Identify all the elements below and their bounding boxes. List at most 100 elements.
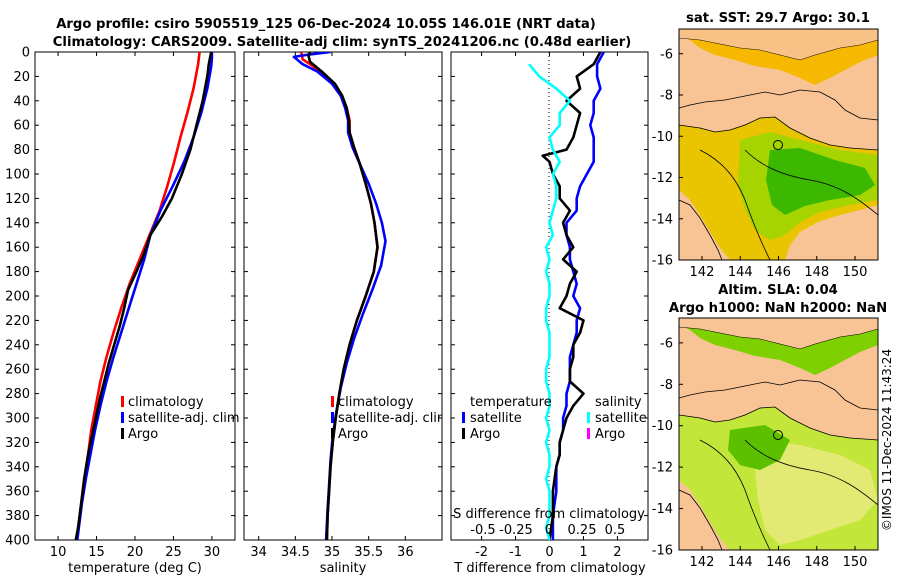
legend-label-satellite: satellite-adj. clim (128, 411, 240, 426)
temperature-axes-box (34, 51, 236, 541)
sst-land-png (679, 89, 878, 151)
figure-title-line1: Argo profile: csiro 5905519_125 06-Dec-2… (56, 17, 596, 32)
depth-tick-label: 280 (5, 387, 30, 402)
legend-title-temperature: temperature (470, 395, 552, 410)
map-x-tick-label: 148 (804, 555, 829, 570)
sst-shelf-contour-2 (699, 149, 771, 260)
map-y-tick-label: -16 (652, 544, 673, 559)
sst-map-axes: 142 144 146 148 150 -6 -8 -10 -12 -14 -16 (652, 47, 868, 280)
temperature-x-label: temperature (deg C) (68, 561, 202, 576)
depth-tick-label: 160 (5, 241, 30, 256)
salinity-x-axis: 34 34.5 35 35.5 36 (250, 52, 414, 560)
legend-swatch-argo (121, 428, 124, 439)
legend-label-climatology: climatology (338, 395, 414, 410)
legend-swatch-climatology (121, 396, 124, 407)
temperature-x-axis: 10 15 20 25 30 (50, 52, 220, 560)
map-y-tick-label: -10 (652, 130, 673, 145)
difference-legend: temperature satellite Argo salinity sate… (462, 395, 647, 442)
sst-map-title: sat. SST: 29.7 Argo: 30.1 (686, 11, 870, 26)
depth-tick-label: 80 (13, 143, 30, 158)
x-tick-label: 36 (397, 545, 414, 560)
s-tick: 0 (545, 523, 553, 538)
depth-tick-label: 240 (5, 338, 30, 353)
map-y-tick-label: -6 (660, 336, 673, 351)
x-tick-label: 34 (250, 545, 267, 560)
figure-title-line2: Climatology: CARS2009. Satellite-adj cli… (53, 35, 631, 50)
s-tick: -0.5 (470, 523, 495, 538)
x-tick-label: 25 (165, 545, 182, 560)
legend-label-climatology: climatology (128, 395, 204, 410)
map-y-tick-label: -8 (660, 89, 673, 104)
sst-argo-marker (773, 140, 783, 150)
x-tick-label: 15 (88, 545, 105, 560)
sst-map-image (679, 29, 878, 260)
sla-shelf-contour (744, 439, 878, 506)
salinity-legend: climatology satellite-adj. clim Argo (331, 395, 450, 442)
series-line-satellite-adj-clim (76, 52, 214, 540)
depth-tick-label: 340 (5, 460, 30, 475)
x-tick-label: 30 (204, 545, 221, 560)
depth-tick-label: 220 (5, 314, 30, 329)
sla-high-patch (755, 440, 878, 545)
map-x-tick-label: 142 (690, 555, 715, 570)
s-difference-ticks: -0.5 -0.25 0 0.25 0.5 (470, 523, 625, 538)
depth-tick-label: 180 (5, 265, 30, 280)
map-x-tick-label: 144 (728, 555, 753, 570)
depth-tick-label: 20 (13, 70, 30, 85)
difference-x-label: T difference from climatology (453, 561, 646, 576)
s-tick: -0.25 (499, 523, 533, 538)
sla-land-cape-york (679, 489, 723, 550)
depth-tick-label: 300 (5, 412, 30, 427)
depth-tick-label: 320 (5, 436, 30, 451)
map-y-tick-label: -12 (652, 171, 673, 186)
map-y-tick-label: -16 (652, 254, 673, 269)
series-line-argo (74, 52, 213, 540)
sst-warmest-patch (766, 148, 875, 215)
map-y-tick-label: -14 (652, 212, 673, 227)
sla-map-title: Altim. SLA: 0.04 (718, 283, 838, 298)
difference-x-axis: -2 -1 0 1 2 (475, 52, 622, 560)
map-x-tick-label: 150 (843, 265, 868, 280)
sla-land-north (679, 318, 878, 350)
series-line-t-argo (541, 52, 602, 540)
temperature-legend: climatology satellite-adj. clim Argo (121, 395, 240, 442)
sla-low-patch (728, 425, 790, 470)
x-tick-label: 1 (579, 545, 587, 560)
legend-swatch-s-argo (587, 428, 590, 439)
series-line-satellite-adj-clim (292, 52, 387, 540)
sst-shelf-contour (744, 149, 878, 216)
legend-swatch-satellite (121, 412, 124, 423)
map-x-tick-label: 146 (766, 555, 791, 570)
depth-tick-label: 140 (5, 216, 30, 231)
series-line-s-satellite (528, 63, 572, 540)
legend-swatch-satellite (331, 412, 334, 423)
sla-map-subtitle: Argo h1000: NaN h2000: NaN (669, 301, 887, 316)
depth-axis: 0 20 40 60 80 100 120 140 160 180 200 220 240 260 280 3… (5, 46, 235, 549)
depth-tick-label: 200 (5, 290, 30, 305)
x-tick-label: 34.5 (281, 545, 310, 560)
depth-tick-label: 400 (5, 534, 30, 549)
salinity-panel: 34 34.5 35 35.5 36 salinity climatology sate… (243, 51, 450, 576)
x-tick-label: 2 (613, 545, 621, 560)
sla-land-png (679, 379, 878, 441)
sla-argo-marker (773, 430, 783, 440)
sla-map-panel: Altim. SLA: 0.04 Argo h1000: NaN h2000: … (652, 283, 887, 570)
legend-label-argo: Argo (128, 427, 158, 442)
depth-tick-label: 120 (5, 192, 30, 207)
legend-label-satellite: satellite-adj. clim (338, 411, 450, 426)
map-x-tick-label: 144 (728, 265, 753, 280)
legend-label-s-argo: Argo (595, 427, 625, 442)
legend-label-s-satellite: satellite (595, 411, 647, 426)
legend-swatch-s-satellite (587, 412, 590, 423)
map-x-tick-label: 150 (843, 555, 868, 570)
depth-tick-label: 360 (5, 485, 30, 500)
sst-map-panel: sat. SST: 29.7 Argo: 30.1 142 144 146 148 15… (652, 11, 879, 280)
map-x-tick-label: 148 (804, 265, 829, 280)
salinity-x-label: salinity (320, 561, 367, 576)
legend-label-t-satellite: satellite (470, 411, 522, 426)
x-tick-label: 35.5 (354, 545, 383, 560)
sst-land-cape-york (679, 199, 723, 260)
series-line-argo (307, 52, 379, 540)
map-y-tick-label: -12 (652, 461, 673, 476)
